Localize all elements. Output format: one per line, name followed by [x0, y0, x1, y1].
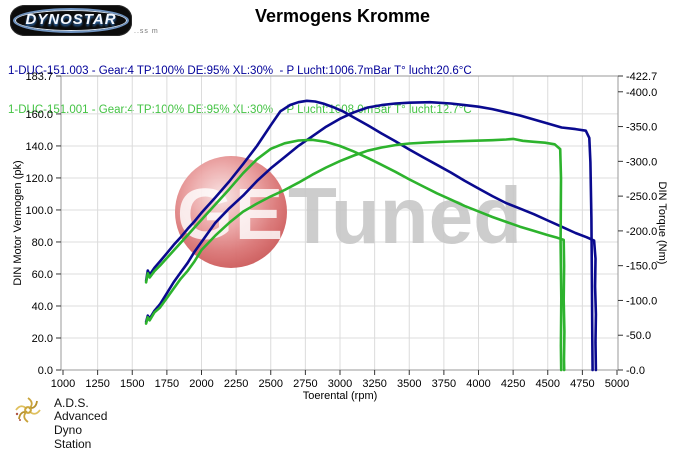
y-right-tick-label: -100.0: [626, 295, 657, 307]
x-tick-label: 2500: [259, 378, 283, 390]
y-left-tick-label: 60.0: [32, 269, 53, 281]
page-title: Vermogens Kromme: [254, 6, 431, 26]
logo-small-text: ..ss m: [134, 28, 159, 35]
x-tick-label: 1250: [85, 378, 109, 390]
axis-ticks: [56, 75, 623, 375]
y-right-tick-label: -250.0: [626, 191, 657, 203]
x-tick-label: 1500: [120, 378, 144, 390]
x-tick-label: 5000: [605, 378, 629, 390]
dynostar-logo-ring: [13, 8, 129, 33]
x-tick-label: 4250: [501, 378, 525, 390]
y-right-tick-label: -150.0: [626, 261, 657, 273]
x-tick-label: 3250: [362, 378, 386, 390]
y-right-tick-label: -50.0: [626, 330, 651, 342]
y-left-tick-label: 20.0: [32, 333, 53, 345]
ads-subtitle: Advanced Dyno Station: [54, 409, 108, 451]
y-left-tick-label: 80.0: [32, 237, 53, 249]
y-axis-right-title: DIN Torque (Nm): [656, 181, 668, 265]
watermark-text: Tuned: [288, 171, 522, 260]
legend-run-2: 1-DUC-151.001 - Gear:4 TP:100% DE:95% XL…: [8, 104, 472, 116]
y-left-tick-label: 100.0: [25, 205, 53, 217]
curve-1-duc-151-001-vermogen-pk-: [144, 137, 563, 372]
y-left-tick-label: 40.0: [32, 301, 53, 313]
x-tick-label: 2000: [189, 378, 213, 390]
dynostar-logo: DYNOSTAR: [10, 5, 132, 36]
dyno-report-page: DYNOSTAR ..ss m Vermogens Kromme 1-DUC-1…: [8, 5, 668, 451]
curve-1-duc-151-003-koppel-nm-: [144, 99, 598, 372]
y-right-tick-label: -300.0: [626, 156, 657, 168]
curves: [144, 99, 598, 372]
ads-pinwheel-icon: [15, 397, 41, 423]
y-right-tick-label: -422.7: [626, 71, 657, 83]
y-left-tick-label: 120.0: [25, 173, 53, 185]
y-left-tick-label: 183.7: [25, 71, 53, 83]
dynostar-logo-text: DYNOSTAR: [25, 11, 117, 28]
y-left-tick-label: 0.0: [38, 365, 53, 377]
legend: 1-DUC-151.003 - Gear:4 TP:100% DE:95% XL…: [8, 39, 472, 143]
y-left-tick-label: 160.0: [25, 109, 53, 121]
curve-1-duc-151-003-vermogen-pk-: [144, 100, 594, 372]
x-tick-label: 3000: [328, 378, 352, 390]
ads-name: A.D.S.: [54, 396, 89, 410]
y-left-tick-label: 140.0: [25, 141, 53, 153]
x-axis-title: Toerental (rpm): [302, 390, 378, 402]
x-tick-label: 4750: [570, 378, 594, 390]
dyno-chart: GE Tuned 1000 1250 1500 1750 2000 2250 2500 275…: [25, 71, 657, 390]
x-tick-label: 4500: [536, 378, 560, 390]
x-tick-label: 1750: [155, 378, 179, 390]
x-tick-label: 1000: [51, 378, 75, 390]
axis-labels: 1000 1250 1500 1750 2000 2250 2500 2750 3000 3250…: [25, 71, 657, 390]
y-right-tick-label: -350.0: [626, 122, 657, 134]
x-tick-label: 3750: [432, 378, 456, 390]
x-tick-label: 4000: [466, 378, 490, 390]
y-axis-left-title: DIN Motor Vermogen (pk): [12, 160, 24, 286]
y-right-tick-label: -200.0: [626, 226, 657, 238]
x-tick-label: 2250: [224, 378, 248, 390]
curve-1-duc-151-001-koppel-nm-: [144, 138, 566, 372]
x-tick-label: 3500: [397, 378, 421, 390]
x-tick-label: 2750: [293, 378, 317, 390]
legend-run-1: 1-DUC-151.003 - Gear:4 TP:100% DE:95% XL…: [8, 65, 472, 77]
y-right-tick-label: -400.0: [626, 87, 657, 99]
y-right-tick-label: -0.0: [626, 365, 645, 377]
